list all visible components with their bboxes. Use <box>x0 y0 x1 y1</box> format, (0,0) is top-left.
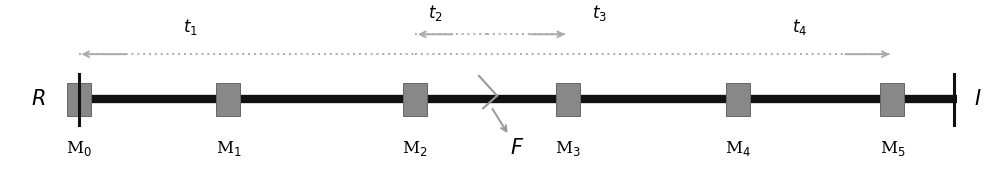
Text: M$_3$: M$_3$ <box>555 139 581 158</box>
FancyBboxPatch shape <box>556 83 580 116</box>
Text: $I$: $I$ <box>974 89 981 109</box>
Text: M$_0$: M$_0$ <box>66 139 91 158</box>
Text: $R$: $R$ <box>31 89 46 109</box>
Text: $t_1$: $t_1$ <box>183 17 198 37</box>
Text: M$_2$: M$_2$ <box>402 139 428 158</box>
FancyBboxPatch shape <box>216 83 240 116</box>
Text: $F$: $F$ <box>510 138 524 158</box>
FancyBboxPatch shape <box>403 83 427 116</box>
FancyBboxPatch shape <box>726 83 750 116</box>
FancyBboxPatch shape <box>67 83 91 116</box>
Text: $t_3$: $t_3$ <box>592 3 607 23</box>
Text: M$_5$: M$_5$ <box>880 139 905 158</box>
FancyBboxPatch shape <box>880 83 904 116</box>
Text: $t_2$: $t_2$ <box>428 3 442 23</box>
Text: M$_4$: M$_4$ <box>725 139 751 158</box>
Text: M$_1$: M$_1$ <box>216 139 241 158</box>
Text: $t_4$: $t_4$ <box>792 17 807 37</box>
